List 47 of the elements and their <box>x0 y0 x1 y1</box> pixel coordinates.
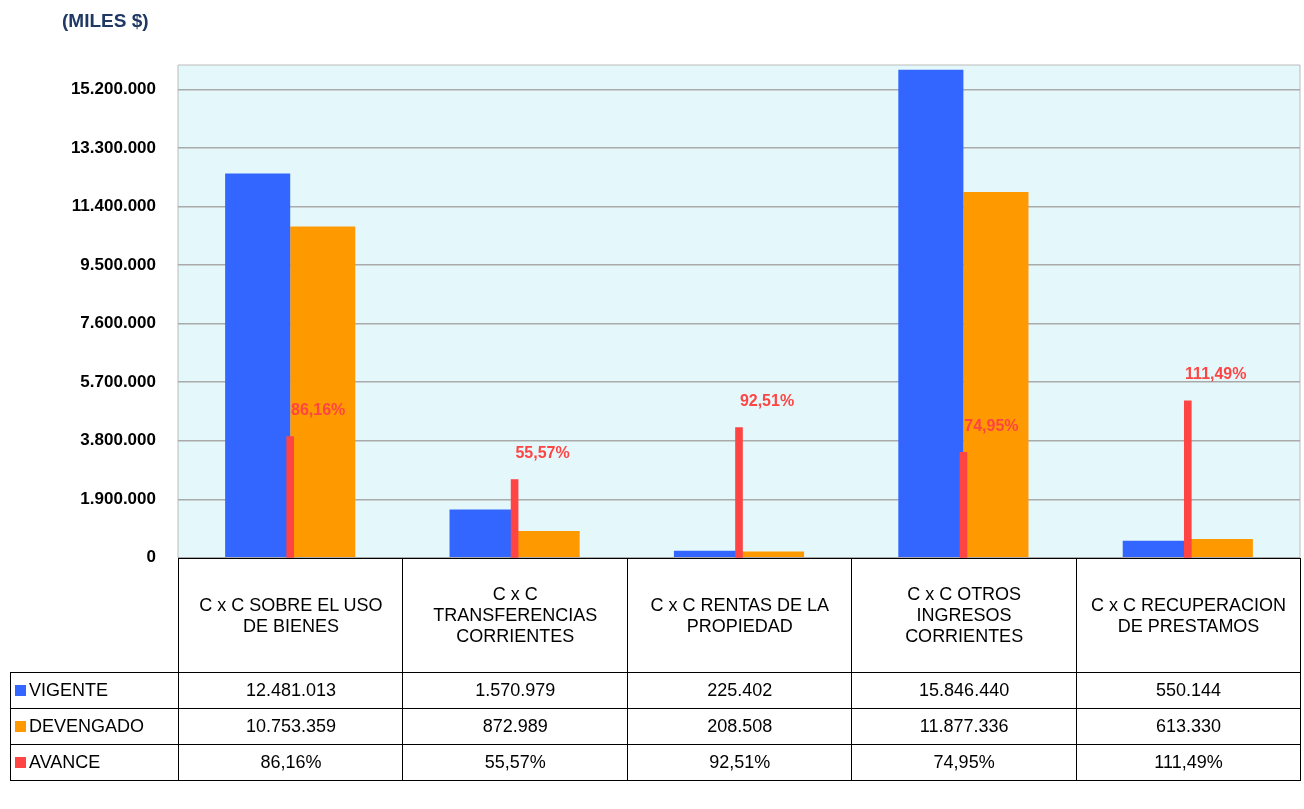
data-label: 111,49% <box>1075 743 1302 782</box>
data-label: 15.846.440 <box>851 671 1078 710</box>
data-label: 10.753.359 <box>178 707 404 746</box>
data-label: 92,51% <box>626 743 853 782</box>
bar <box>1183 400 1192 558</box>
text: 92,51% <box>739 391 795 409</box>
y-tick-label: 7.600.000 <box>80 313 156 333</box>
x-tick-label: C x C RECUPERACION DE PRESTAMOS <box>1075 557 1302 674</box>
data-label: 11.877.336 <box>851 707 1078 746</box>
data-label: 12.481.013 <box>178 671 404 710</box>
bar <box>225 173 291 558</box>
data-label: 550.144 <box>1075 671 1302 710</box>
y-tick-label: 0 <box>146 547 156 567</box>
bar <box>898 69 964 558</box>
bar <box>290 226 356 558</box>
text: 74,95% <box>964 416 1019 434</box>
x-tick-label: C x C SOBRE EL USO DE BIENES <box>178 557 404 674</box>
text: 55,57% <box>515 443 570 461</box>
x-tick-label: C x C OTROS INGRESOS CORRIENTES <box>851 557 1078 674</box>
data-label: 225.402 <box>626 671 853 710</box>
y-tick-label: 1.900.000 <box>80 488 156 508</box>
y-tick-label: 3.800.000 <box>80 430 156 450</box>
bar <box>735 427 743 558</box>
bar <box>963 191 1029 558</box>
legend-label: VIGENTE <box>10 671 180 710</box>
legend-label: AVANCE <box>10 743 180 782</box>
data-label: 55,57% <box>402 743 629 782</box>
y-tick-label: 13.300.000 <box>70 137 156 157</box>
bar <box>286 436 295 558</box>
y-tick-label: 11.400.000 <box>71 196 156 216</box>
data-label: 872.989 <box>402 707 629 746</box>
y-axis-title: (MILES $) <box>62 10 149 32</box>
x-tick-label: C x C RENTAS DE LA PROPIEDAD <box>626 557 853 674</box>
text: 86,16% <box>291 400 346 418</box>
text: 111,49% <box>1185 365 1247 383</box>
y-tick-label: 9.500.000 <box>80 254 156 274</box>
bar <box>959 451 968 558</box>
y-tick-label: 5.700.000 <box>80 371 156 391</box>
x-tick-label: C x C TRANSFERENCIAS CORRIENTES <box>402 557 629 674</box>
data-label: 613.330 <box>1075 707 1302 746</box>
data-label: 86,16% <box>178 743 404 782</box>
y-tick-label: 15.200.000 <box>70 79 156 99</box>
bar <box>510 479 519 558</box>
data-label: 1.570.979 <box>402 671 629 710</box>
data-label: 74,95% <box>851 743 1078 782</box>
data-label: 208.508 <box>626 707 853 746</box>
legend-label: DEVENGADO <box>10 707 180 746</box>
